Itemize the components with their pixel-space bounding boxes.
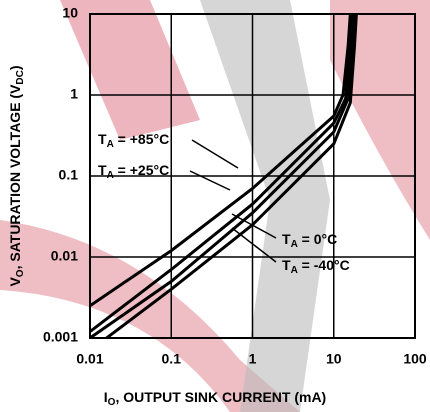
label-part: , OUTPUT SINK CURRENT (mA) (115, 389, 326, 405)
label-part: T (282, 231, 291, 247)
subscript: A (291, 265, 298, 276)
y-tick-label: 0.1 (59, 167, 79, 183)
series-label: TA = 0°C (282, 231, 337, 250)
y-axis-label: VO, SATURATION VOLTAGE (VDC) (7, 65, 26, 286)
curve (90, 14, 354, 333)
subscript: O (15, 269, 26, 277)
y-tick-label: 0.001 (43, 329, 78, 345)
y-tick-label: 1 (70, 86, 78, 102)
label-part: T (98, 131, 107, 147)
label-part: = +85°C (114, 131, 169, 147)
leader-line (189, 170, 231, 191)
curve (90, 14, 356, 338)
y-tick-label: 10 (62, 5, 78, 21)
leader-line (191, 139, 239, 169)
label-part: , SATURATION VOLTAGE (V (7, 84, 23, 270)
label-part: T (98, 162, 107, 178)
series-label: TA = +85°C (98, 131, 169, 150)
subscript: O (108, 397, 116, 408)
series-label: TA = +25°C (98, 162, 169, 181)
curve (104, 14, 358, 338)
x-tick-label: 10 (326, 351, 342, 367)
label-part: I (104, 389, 108, 405)
x-tick-label: 1 (249, 351, 257, 367)
x-tick-label: 100 (403, 351, 427, 367)
label-part: T (282, 257, 291, 273)
label-part: = 0°C (298, 231, 337, 247)
subscript: DC (15, 70, 26, 84)
series-label: TA = -40°C (282, 257, 350, 276)
curve (90, 14, 352, 308)
subscript: A (107, 139, 114, 150)
leader-line (231, 213, 277, 239)
x-tick-label: 0.1 (162, 351, 182, 367)
subscript: A (291, 239, 298, 250)
label-part: = -40°C (298, 257, 350, 273)
subscript: A (107, 170, 114, 181)
label-part: = +25°C (114, 162, 169, 178)
label-part: V (7, 277, 23, 287)
label-part: ) (7, 65, 23, 70)
plot-area (90, 14, 358, 338)
leader-line (231, 227, 277, 263)
x-tick-label: 0.01 (76, 351, 103, 367)
x-axis-label: IO, OUTPUT SINK CURRENT (mA) (104, 389, 326, 408)
y-tick-label: 0.01 (51, 248, 78, 264)
